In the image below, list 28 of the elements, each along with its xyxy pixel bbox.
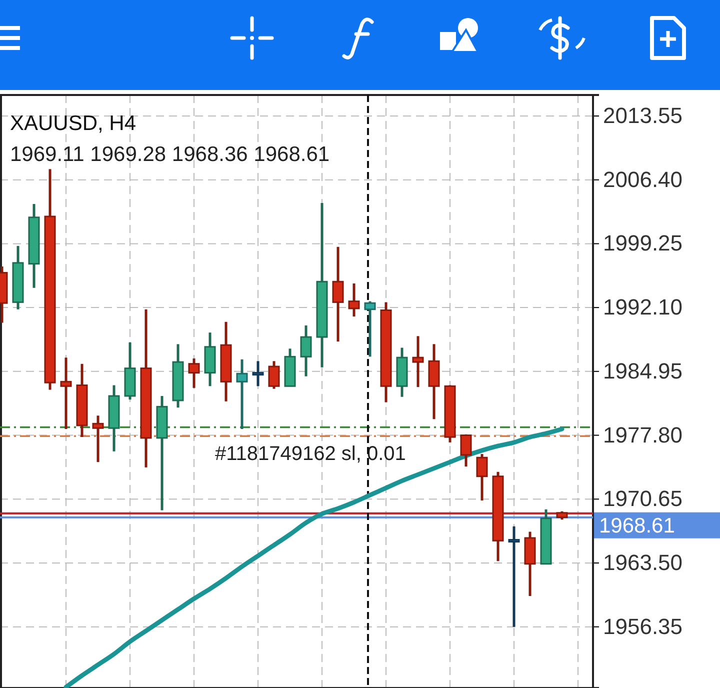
y-tick-label: 2006.40	[603, 166, 683, 192]
y-tick-label: 1977.80	[603, 422, 683, 448]
candlestick	[92, 414, 104, 464]
candlestick	[476, 452, 488, 502]
candlestick	[188, 357, 200, 390]
candlestick	[348, 282, 360, 318]
text: 1969.11 1969.28 1968.36 1968.61	[10, 143, 330, 166]
y-tick-label: 1992.10	[603, 294, 683, 320]
candlestick	[332, 246, 344, 343]
y-tick-label: 1984.95	[603, 358, 683, 384]
candlestick	[364, 300, 376, 358]
y-tick-label: 1999.25	[603, 230, 683, 256]
candlestick	[252, 360, 264, 388]
candlestick	[60, 356, 72, 430]
candlestick	[268, 360, 280, 390]
y-tick-label: 1956.35	[603, 614, 683, 639]
candlestick	[236, 358, 248, 430]
ref-line-label: 1968.61	[599, 514, 675, 538]
line-series	[64, 426, 564, 688]
candlestick	[508, 525, 520, 628]
candlestick	[300, 324, 312, 378]
candlestick	[412, 334, 424, 388]
y-tick-label: 1963.50	[603, 550, 683, 576]
candlestick	[460, 433, 472, 468]
y-tick-label: 2013.55	[603, 103, 683, 128]
y-tick-label: 1970.65	[603, 486, 683, 512]
text: XAUUSD, H4	[10, 112, 136, 135]
ref-line-label: #1181749162 sl, 0.01	[215, 443, 406, 466]
